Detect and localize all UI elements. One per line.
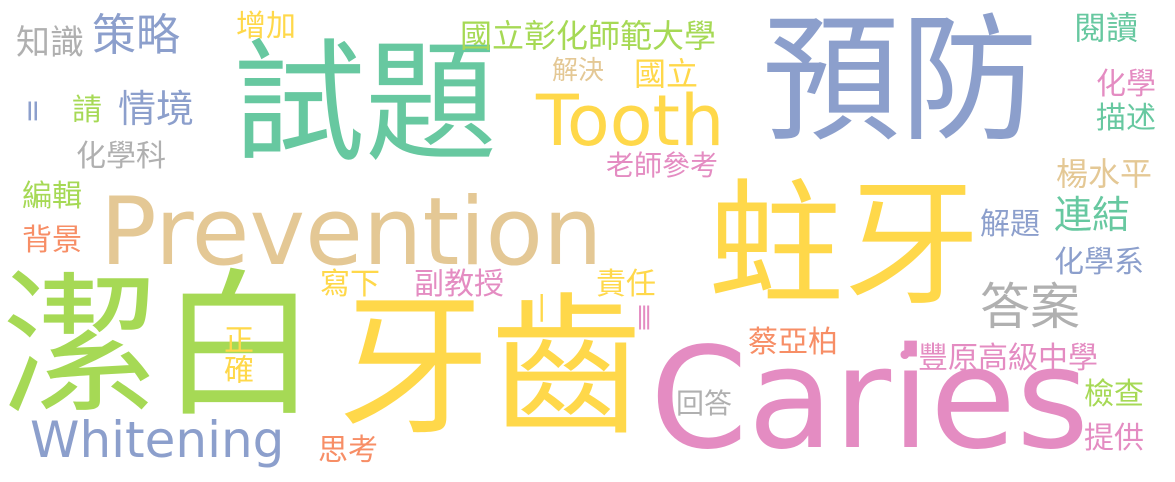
word-dot: •: [896, 339, 914, 374]
word-zhishi: 知識: [16, 23, 84, 63]
word-yufang: 預防: [762, 0, 1039, 161]
word-jiancha: 檢查: [1084, 377, 1144, 412]
word-daan: 答案: [980, 278, 1080, 336]
word-huaxue: 化學: [1096, 67, 1156, 102]
word-guoli: 國立: [634, 55, 699, 93]
word-jieti: 解題: [980, 207, 1040, 242]
word-guolizhanghua: 國立彰化師範大學: [460, 17, 717, 55]
word-prevention: Prevention: [100, 178, 603, 287]
word-qing: 請: [72, 93, 102, 128]
word-bianji: 編輯: [22, 179, 82, 214]
word-shiti: 試題: [233, 27, 497, 181]
word-huaxuexi: 化學系: [1054, 245, 1144, 280]
word-sikao: 思考: [318, 433, 378, 468]
word-bar3: |||: [636, 302, 652, 330]
word-cel: 策略: [92, 10, 180, 61]
word-huida: 回答: [676, 387, 733, 420]
word-lianjie: 連結: [1054, 193, 1131, 237]
word-tigong: 提供: [1084, 421, 1144, 456]
word-yachi: 牙齒: [338, 279, 642, 456]
word-whitening: Whitening: [30, 411, 285, 469]
word-beijing: 背景: [22, 223, 82, 258]
word-huaxueke: 化學科: [76, 139, 166, 174]
word-bar1: |: [537, 289, 547, 322]
word-laoshi: 老師參考: [606, 149, 719, 182]
word-yangshuiping: 楊水平: [1056, 155, 1153, 193]
word-miaoshu: 描述: [1096, 101, 1156, 136]
word-jiebai: 潔白: [2, 255, 318, 439]
word-fujiaoshou: 副教授: [414, 267, 504, 302]
word-zhengque: 正確: [218, 324, 253, 384]
word-zeren: 責任: [596, 267, 656, 302]
word-fengyuan: 豐原高級中學: [918, 341, 1098, 376]
word-zhuya: 蛀牙: [708, 167, 980, 325]
word-eq: =: [15, 98, 51, 124]
word-tooth: Tooth: [536, 80, 725, 162]
word-caries: Caries: [650, 318, 1090, 481]
word-caiyabo: 蔡亞柏: [748, 325, 838, 360]
word-zengjia: 增加: [236, 9, 296, 44]
word-jiejue: 解決: [552, 56, 605, 86]
word-yuedu: 閱讀: [1074, 9, 1139, 47]
word-qingjing: 情境: [118, 87, 195, 131]
word-xiexia: 寫下: [320, 267, 380, 302]
